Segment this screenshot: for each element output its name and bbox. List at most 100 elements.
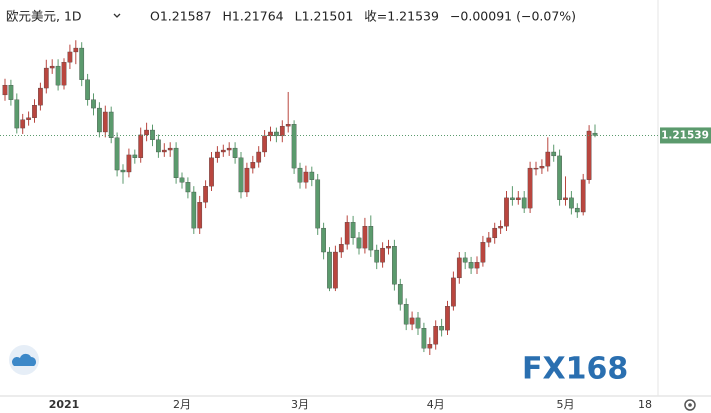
candle-body [510, 197, 515, 200]
candle-body [85, 79, 90, 100]
candle-body [250, 162, 256, 169]
candle-body [43, 67, 49, 89]
candle-body [179, 177, 185, 183]
candle-body [421, 327, 427, 349]
last-price-label: 1.21539 [661, 129, 709, 141]
candle-body [215, 151, 220, 158]
candle-body [2, 84, 8, 96]
candle-body [67, 51, 73, 63]
symbol-chevron[interactable] [113, 13, 121, 18]
ohlc-label: L1.21501 [295, 9, 354, 24]
x-tick-label: 2021 [49, 398, 80, 411]
candle-body [321, 227, 326, 253]
candle-body [144, 129, 149, 136]
candle-body [173, 147, 179, 179]
candle-body [327, 251, 332, 289]
candle-body [226, 147, 232, 151]
candle-body [563, 197, 568, 200]
candle-body [262, 135, 267, 153]
symbol[interactable]: 欧元美元, 1D [6, 9, 82, 24]
candle-body [344, 222, 350, 245]
ohlc-label: 收=1.21539 [364, 9, 439, 24]
candle-body [114, 137, 120, 171]
candle-body [126, 154, 132, 173]
x-tick-label: 2月 [173, 398, 191, 411]
candle-body [545, 151, 551, 167]
candle-body [203, 185, 208, 203]
candle-body [49, 65, 55, 69]
candle-body [403, 304, 409, 325]
candle-body [132, 154, 138, 158]
candle-body [309, 171, 315, 180]
candle-body [350, 222, 356, 239]
candle-body [303, 171, 309, 183]
candle-body [279, 125, 285, 137]
candle-body [586, 130, 592, 180]
candle-body [445, 306, 450, 331]
ohlc-label: H1.21764 [223, 9, 284, 24]
fx168-logo: FX168 [522, 352, 628, 387]
candle-body [285, 124, 291, 127]
candle-body [380, 247, 385, 263]
candle-body [197, 202, 203, 229]
candle-body [433, 326, 439, 345]
x-tick-label: 5月 [557, 398, 575, 411]
candle-body [291, 124, 297, 169]
candle-body [362, 226, 368, 249]
candle-body [368, 226, 374, 251]
candle-body [185, 182, 191, 193]
candle-body [150, 129, 155, 140]
candle-body [521, 197, 527, 209]
candle-body [486, 237, 492, 243]
candle-body [415, 317, 421, 329]
candle-body [527, 167, 533, 209]
candle-body [73, 47, 79, 53]
candle-body [38, 87, 43, 106]
candle-body [356, 237, 362, 249]
candle-body [374, 249, 380, 263]
ohlc-label: −0.00091 (−0.07%) [450, 9, 576, 24]
candle-body [244, 167, 250, 193]
ohlc-label: O1.21587 [150, 9, 212, 24]
x-tick-label: 18 [638, 398, 652, 411]
candle-body [492, 227, 498, 239]
candle-body [26, 117, 31, 120]
candle-body [61, 62, 67, 86]
candle-body [386, 246, 391, 249]
candle-body [498, 226, 503, 229]
candle-body [409, 317, 415, 325]
watermark: FX168 [522, 352, 628, 387]
candle-body [256, 151, 262, 163]
candle-body [8, 84, 14, 100]
candle-body [191, 191, 197, 229]
candle-body [392, 246, 397, 285]
candle-body [427, 344, 433, 349]
candle-body [468, 262, 474, 269]
candle-body [91, 99, 96, 109]
candle-body [20, 119, 26, 129]
candle-body [209, 157, 214, 187]
cloud-icon[interactable] [9, 345, 39, 375]
candle-body [462, 257, 468, 263]
candle-body [451, 277, 456, 307]
candle-body [297, 167, 303, 183]
candle-body [515, 197, 521, 200]
candle-body [533, 167, 539, 170]
candle-body [14, 99, 20, 129]
candle-body [32, 104, 37, 118]
candle-body [238, 157, 244, 193]
candle-body [102, 111, 108, 133]
candle-body [79, 47, 85, 80]
candle-body [551, 151, 557, 157]
candle-body [138, 134, 144, 158]
candle-body [220, 149, 226, 153]
candle-body [120, 169, 126, 173]
x-tick-label: 3月 [291, 398, 309, 411]
settings-icon[interactable] [684, 399, 696, 411]
candle-body [574, 207, 580, 213]
candle-body [557, 155, 562, 200]
candle-body [156, 139, 161, 153]
candle-body [333, 251, 338, 289]
